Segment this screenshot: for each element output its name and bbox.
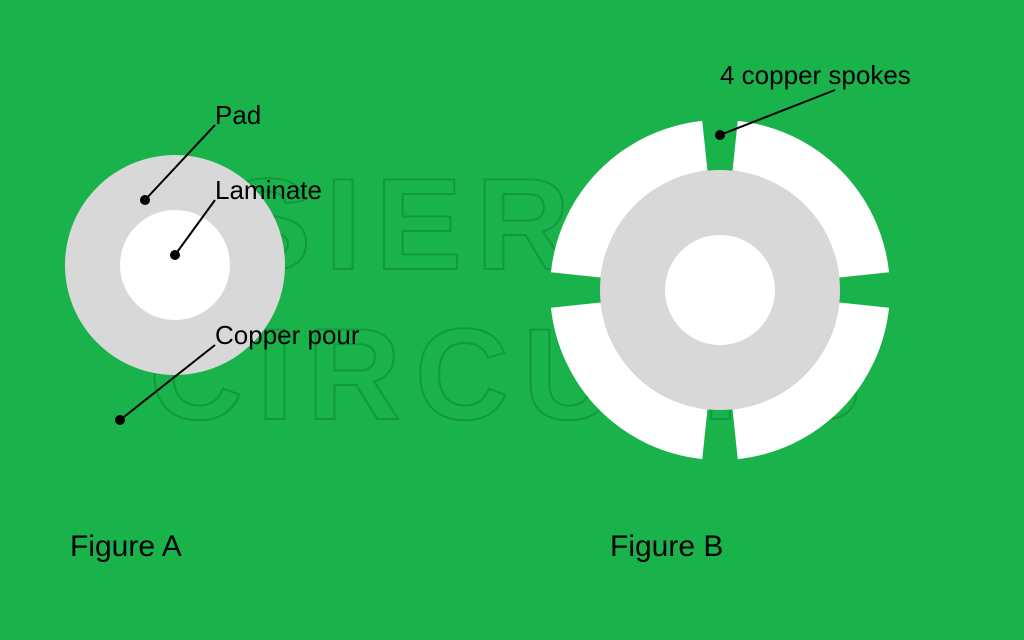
figA-laminate-dot — [170, 250, 180, 260]
figA-caption: Figure A — [70, 530, 182, 564]
figA-copper-pour-dot — [115, 415, 125, 425]
diagram-canvas: SIERRA CIRCUITS Pad Laminate Copper pour… — [0, 0, 1024, 640]
figA-pad-label: Pad — [215, 100, 261, 131]
figB-spokes-dot — [715, 130, 725, 140]
figB-laminate-circle — [665, 235, 775, 345]
figA-pad-dot — [140, 195, 150, 205]
figB-caption: Figure B — [610, 530, 723, 564]
figB-spokes-label: 4 copper spokes — [720, 60, 911, 91]
figA-laminate-label: Laminate — [215, 175, 322, 206]
figA-copper-pour-label: Copper pour — [215, 320, 360, 351]
